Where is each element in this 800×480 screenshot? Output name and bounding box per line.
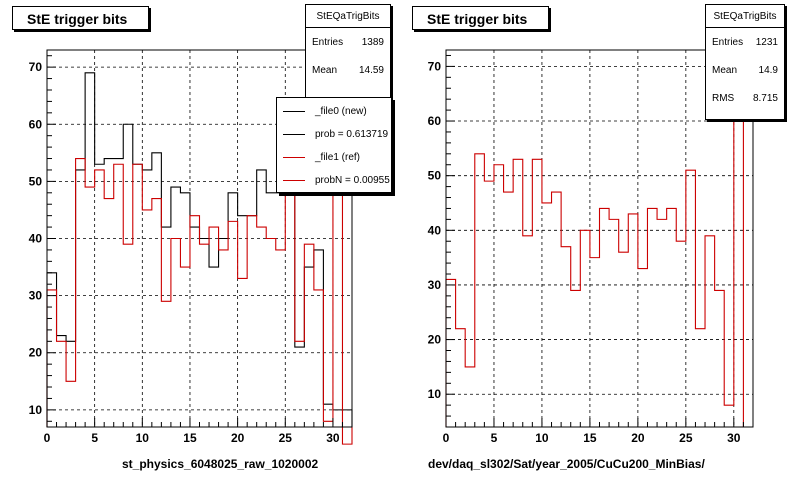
left-stats-entries-value: 1389	[361, 36, 384, 48]
left-stats-name: StEQaTrigBits	[306, 5, 390, 28]
left-y-tick-label-30: 30	[29, 289, 43, 303]
right-x-tick-label-10: 10	[535, 431, 549, 445]
legend-label-new: _file0 (new)	[315, 106, 367, 117]
left-series-1-line	[46, 72, 353, 445]
legend-entry-new: _file0 (new)	[277, 100, 391, 123]
right-y-tick-label-70: 70	[428, 59, 442, 73]
right-y-tick-label-20: 20	[428, 333, 442, 347]
left-x-tick-label-20: 20	[231, 431, 245, 445]
right-stats-rms-label: RMS	[712, 92, 735, 104]
right-stats-name: StEQaTrigBits	[706, 5, 784, 28]
left-title-box: StE trigger bits	[12, 6, 149, 30]
left-y-tick-label-70: 70	[29, 60, 43, 74]
left-stats-entries-label: Entries	[312, 36, 344, 48]
right-x-tick-label-30: 30	[727, 431, 741, 445]
left-x-tick-label-10: 10	[136, 431, 150, 445]
legend-swatch-red-2	[283, 180, 305, 181]
right-histogram: 0 5 10 15 20 25 30 10 20 30 40 50 60 70	[428, 49, 754, 445]
left-y-tick-label-40: 40	[29, 232, 43, 246]
right-x-tick-label-20: 20	[631, 431, 645, 445]
legend-entry-probn: probN = 0.00955	[277, 169, 391, 192]
left-x-tick-label-25: 25	[279, 431, 293, 445]
left-series-0-line	[46, 72, 353, 427]
right-stats-rms-row: RMS 8.715	[706, 84, 784, 112]
right-stats-mean-label: Mean	[712, 64, 738, 76]
right-stats-entries-row: Entries 1231	[706, 28, 784, 56]
left-stats-mean-value: 14.59	[358, 64, 384, 76]
left-x-tick-label-30: 30	[326, 431, 340, 445]
right-x-tick-label-5: 5	[491, 431, 498, 445]
right-stats-entries-label: Entries	[712, 36, 744, 48]
left-legend: _file0 (new) prob = 0.613719 _file1 (ref…	[276, 97, 392, 193]
legend-swatch-black	[283, 111, 305, 112]
legend-label-ref: _file1 (ref)	[315, 152, 361, 163]
right-title: StE trigger bits	[427, 11, 528, 27]
right-x-tick-label-15: 15	[583, 431, 597, 445]
right-y-tick-label-40: 40	[428, 223, 442, 237]
legend-label-probn: probN = 0.00955	[315, 175, 390, 186]
left-title: StE trigger bits	[27, 11, 128, 27]
right-stats-entries-value: 1231	[755, 36, 778, 48]
right-stats-box: StEQaTrigBits Entries 1231 Mean 14.9 RMS…	[705, 4, 785, 120]
left-stats-box: StEQaTrigBits Entries 1389 Mean 14.59	[305, 4, 391, 114]
right-y-tick-label-10: 10	[428, 387, 442, 401]
right-x-tick-label-25: 25	[679, 431, 693, 445]
right-y-tick-label-60: 60	[428, 114, 442, 128]
left-stats-mean-label: Mean	[312, 64, 338, 76]
left-x-tick-label-5: 5	[91, 431, 98, 445]
right-y-tick-label-50: 50	[428, 169, 442, 183]
left-stats-mean-row: Mean 14.59	[306, 56, 390, 84]
right-title-box: StE trigger bits	[412, 6, 549, 30]
right-stats-mean-row: Mean 14.9	[706, 56, 784, 84]
legend-label-prob: prob = 0.613719	[315, 129, 389, 140]
left-stats-entries-row: Entries 1389	[306, 28, 390, 56]
right-series-0-line	[445, 71, 753, 428]
left-x-tick-label-15: 15	[183, 431, 197, 445]
left-y-tick-label-20: 20	[29, 346, 43, 360]
right-stats-mean-value: 14.9	[758, 64, 778, 76]
right-x-tick-label-0: 0	[443, 431, 450, 445]
legend-entry-prob: prob = 0.613719	[277, 123, 391, 146]
left-x-axis-label: st_physics_6048025_raw_1020002	[122, 457, 319, 471]
legend-swatch-black-2	[283, 134, 305, 135]
left-y-tick-label-10: 10	[29, 403, 43, 417]
right-x-axis-label: dev/daq_sl302/Sat/year_2005/CuCu200_MinB…	[428, 457, 705, 471]
legend-entry-ref: _file1 (ref)	[277, 146, 391, 169]
left-y-tick-label-60: 60	[29, 117, 43, 131]
right-stats-rms-value: 8.715	[752, 92, 778, 104]
right-y-tick-label-30: 30	[428, 278, 442, 292]
left-y-tick-label-50: 50	[29, 174, 43, 188]
left-x-tick-label-0: 0	[44, 431, 51, 445]
legend-swatch-red	[283, 157, 305, 158]
